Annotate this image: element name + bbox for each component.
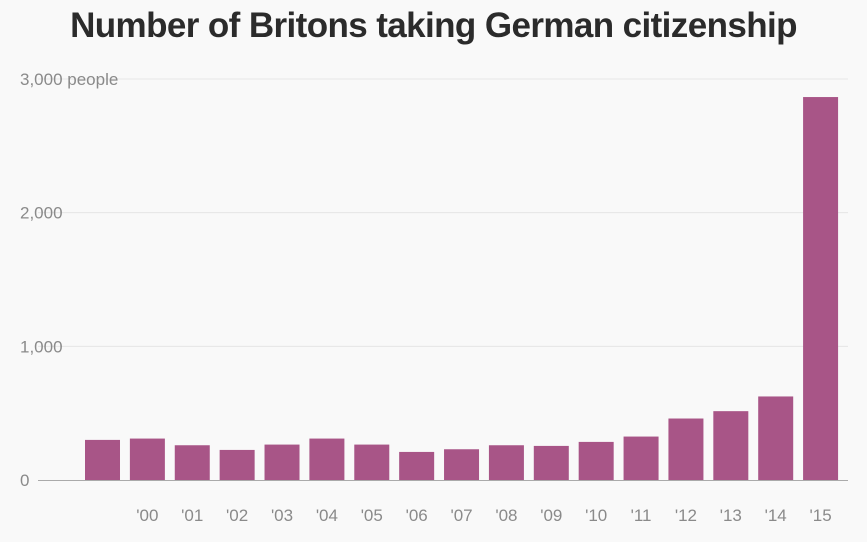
bar	[713, 411, 749, 480]
x-tick-label: '00	[136, 506, 158, 525]
x-tick-label: '06	[406, 506, 428, 525]
bars	[85, 97, 839, 481]
x-tick-label: '05	[361, 506, 383, 525]
bar	[174, 445, 210, 480]
bar	[354, 444, 390, 480]
bar	[488, 445, 524, 480]
bar	[444, 449, 480, 480]
bar	[623, 436, 659, 480]
grid-lines	[38, 78, 848, 347]
bar	[578, 441, 614, 480]
y-tick-label: 0	[20, 471, 29, 490]
bar	[399, 451, 435, 480]
bar	[758, 396, 794, 480]
y-tick-label: 2,000	[20, 204, 63, 223]
bar	[668, 418, 704, 480]
bar	[309, 438, 345, 480]
y-tick-label: 1,000	[20, 337, 63, 356]
y-tick-label: 3,000 people	[20, 70, 118, 89]
x-tick-label: '12	[675, 506, 697, 525]
bar	[533, 445, 569, 480]
bar	[85, 439, 120, 480]
y-axis-tick-labels: 0 1,000 2,000 3,000 people	[20, 70, 118, 490]
bar	[129, 438, 165, 480]
bar	[803, 97, 839, 481]
chart-title: Number of Britons taking German citizens…	[70, 6, 797, 45]
x-tick-label: '10	[585, 506, 607, 525]
x-tick-label: '04	[316, 506, 338, 525]
x-tick-label: '11	[631, 506, 652, 525]
x-axis-tick-labels: '00 '01 '02 '03 '04 '05 '06 '07 '08 '09 '10 '11 '12 '…	[136, 506, 831, 525]
x-tick-label: '07	[450, 506, 472, 525]
x-tick-label: '02	[226, 506, 248, 525]
x-tick-label: '03	[271, 506, 293, 525]
bar	[264, 444, 300, 480]
x-tick-label: '09	[540, 506, 562, 525]
x-tick-label: '15	[810, 506, 832, 525]
bar	[219, 449, 255, 480]
x-tick-label: '13	[720, 506, 742, 525]
x-tick-label: '01	[181, 506, 203, 525]
x-tick-label: '08	[495, 506, 517, 525]
x-tick-label: '14	[765, 506, 787, 525]
